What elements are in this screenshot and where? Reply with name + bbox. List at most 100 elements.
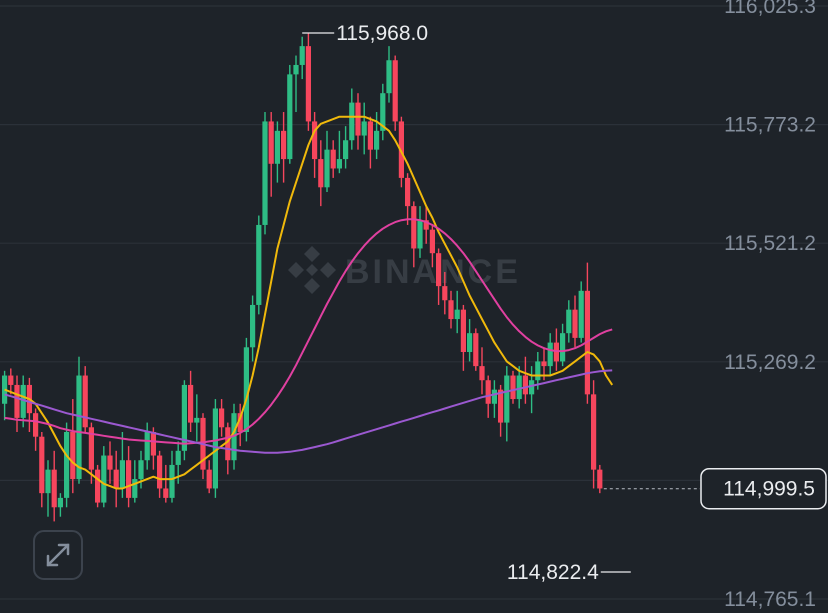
candle-body — [237, 413, 243, 432]
candle-body — [212, 408, 218, 489]
price-tick-label: 115,521.2 — [724, 232, 816, 255]
candle-body — [429, 229, 435, 254]
candle-body — [181, 384, 187, 451]
candle-body — [293, 64, 299, 75]
candle-body — [95, 469, 101, 503]
candle — [516, 366, 522, 409]
candle — [150, 427, 156, 470]
candle-body — [436, 253, 442, 287]
candle — [405, 173, 411, 225]
candle-body — [194, 417, 200, 423]
candle-body — [45, 469, 51, 494]
candle-body — [417, 220, 423, 249]
candle — [281, 112, 287, 183]
candle-body — [485, 380, 491, 404]
candle-body — [175, 450, 181, 465]
candle — [318, 140, 324, 207]
candle — [262, 112, 268, 235]
candle — [442, 272, 448, 315]
candle-body — [70, 431, 76, 480]
candle-body — [281, 130, 287, 160]
candle-body — [498, 389, 504, 423]
candle — [312, 112, 318, 178]
candle-body — [541, 361, 547, 367]
candle-body — [510, 375, 516, 400]
candle-body — [287, 74, 293, 160]
candle-body — [243, 347, 249, 432]
price-tick-label: 115,269.2 — [724, 351, 816, 374]
price-tick-label: 115,773.2 — [724, 114, 816, 137]
candle — [169, 450, 175, 503]
candle — [386, 46, 392, 103]
candle — [200, 413, 206, 480]
candle-body — [138, 460, 144, 480]
candle-body — [516, 375, 522, 400]
candle — [578, 281, 584, 343]
candle-body — [250, 304, 256, 348]
candle — [39, 431, 45, 508]
candle-body — [33, 413, 39, 437]
candle-body — [8, 375, 14, 385]
candle-body — [219, 408, 225, 428]
candle — [237, 403, 243, 447]
candle — [423, 206, 429, 244]
candle — [491, 380, 497, 418]
candle-body — [169, 464, 175, 498]
watermark: BINANCE — [288, 246, 518, 294]
candle — [194, 394, 200, 442]
expand-button[interactable] — [33, 530, 83, 580]
candle — [287, 64, 293, 164]
low-price-label: 114,822.4 — [507, 561, 599, 584]
candle — [256, 215, 262, 315]
candle-body — [299, 46, 305, 65]
candle-body — [392, 60, 398, 122]
candle-body — [572, 309, 578, 338]
candle — [181, 380, 187, 461]
current-price-label: 114,999.5 — [723, 478, 815, 501]
candle — [349, 88, 355, 150]
expand-arrows-icon — [46, 543, 70, 567]
candle-body — [566, 309, 572, 334]
moving-average-line — [4, 115, 614, 490]
candle-body — [529, 380, 535, 395]
candle — [535, 352, 541, 390]
candle-body — [522, 375, 528, 395]
candle-body — [126, 460, 132, 498]
candle — [454, 290, 460, 334]
candle-body — [591, 394, 597, 470]
candle-body — [442, 286, 448, 301]
candle — [355, 93, 361, 150]
candle-body — [206, 469, 212, 489]
candle — [380, 83, 386, 141]
candle — [212, 399, 218, 498]
moving-average-line — [4, 369, 613, 454]
candle-body — [57, 497, 63, 508]
candle-body — [473, 333, 479, 367]
candle-body — [256, 224, 262, 305]
candle — [219, 399, 225, 437]
candle — [243, 337, 249, 442]
candle — [597, 464, 603, 494]
candle-body — [423, 220, 429, 230]
price-tick-label: 116,025.3 — [724, 0, 816, 18]
candle-body — [268, 121, 274, 164]
candle-body — [597, 469, 603, 489]
candle-body — [578, 290, 584, 338]
candle — [76, 356, 82, 484]
candle-body — [343, 140, 349, 160]
current-price-box[interactable]: 114,999.5 — [700, 467, 827, 510]
candle-body — [398, 121, 404, 178]
candle-body — [479, 366, 485, 381]
candle — [14, 375, 20, 432]
candle — [33, 408, 39, 451]
candle — [560, 323, 566, 367]
candle-body — [132, 479, 138, 498]
candle-body — [324, 149, 330, 188]
candle — [429, 224, 435, 268]
candle — [448, 290, 454, 329]
candle-body — [467, 333, 473, 353]
candle-body — [88, 427, 94, 470]
